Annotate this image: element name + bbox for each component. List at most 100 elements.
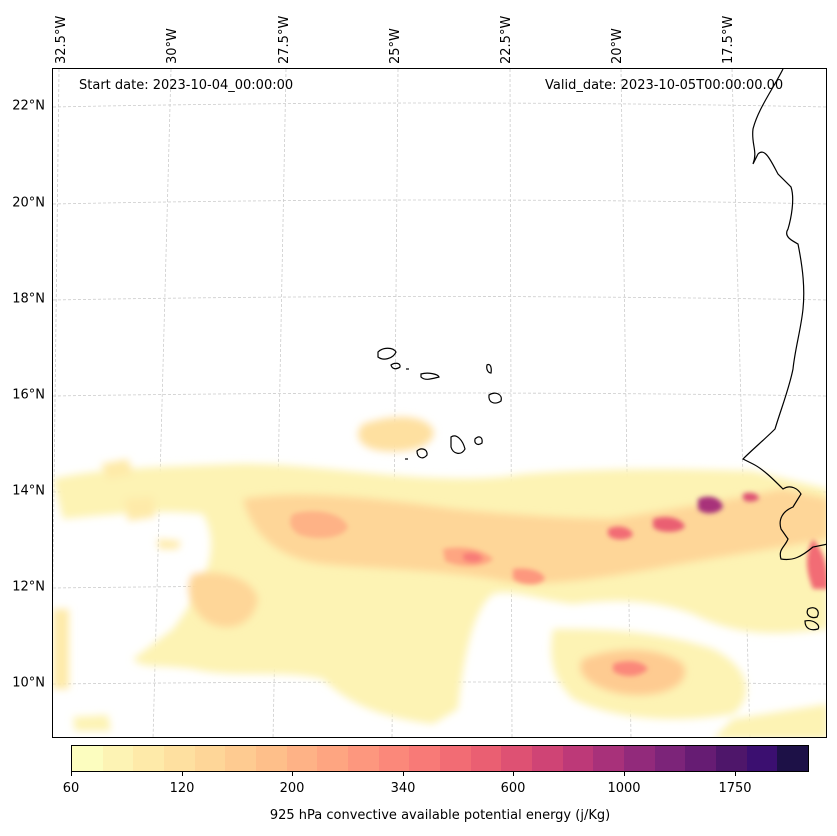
cape-verde-santiago [450,435,466,454]
colorbar-segment [133,746,165,771]
coastlines [377,69,826,631]
colorbar-segment [562,746,594,771]
cape-patch-se [715,704,826,737]
colorbar-tickmark [71,772,72,776]
gridline-32-5w [53,69,60,606]
colorbar-tick-1000: 1000 [607,781,641,796]
gridline-20w [620,69,632,737]
cape-patch-sw [73,715,111,731]
gridline-17-5w [731,69,751,737]
cape-verde-maio [474,436,483,445]
colorbar-label: 925 hPa convective available potential e… [269,808,611,823]
colorbar-segment [501,746,533,771]
lat-label-20n: 20°N [12,195,45,211]
lat-label-12n: 12°N [12,579,45,595]
lat-label-16n: 16°N [12,387,45,403]
africa-coastline [741,69,826,561]
colorbar-tickmark [624,772,625,776]
gridline-22-5w [509,69,513,737]
colorbar-segment [409,746,441,771]
cape-verde-boa-vista [488,392,502,404]
lon-label-22-5w: 22.5°W [499,15,514,64]
cape-core-1 [290,511,348,539]
colorbar-tickmark [735,772,736,776]
colorbar-segment [716,746,747,771]
cape-strip-west [53,609,69,689]
cape-verde-sao-vicente [390,362,401,370]
gridline-27-5w [272,69,287,737]
cape-patch-w3 [157,539,181,549]
colorbar-segment [348,746,379,771]
lat-label-10n: 10°N [12,675,45,691]
colorbar-tick-120: 120 [169,781,195,796]
gridline-20n [53,199,826,205]
cape-core-10 [613,661,648,676]
longitude-gridlines [53,69,751,737]
colorbar-segment [532,746,563,771]
colorbar-tick-200: 200 [279,781,305,796]
cape-verde-sao-nicolau [420,372,440,380]
cape-core-9 [807,539,826,589]
colorbar [71,745,809,772]
valid-date-label: Valid_date: 2023-10-05T00:00:00.00 [545,78,784,93]
cape-inner-1 [243,489,826,584]
cape-field [53,417,826,737]
lon-label-25w: 25°W [388,28,403,64]
gridline-30w [152,69,172,737]
colorbar-segment [777,746,809,771]
bijagos-islands [804,607,820,631]
colorbar-segment [470,746,502,771]
colorbar-segment [654,746,686,771]
colorbar-segment [746,746,778,771]
cape-patch-w2 [125,497,155,521]
colorbar-tickmark [403,772,404,776]
colorbar-segment [225,746,257,771]
colorbar-segment [194,746,226,771]
map-panel [52,68,827,738]
cape-core-7 [698,496,723,514]
colorbar-tickmark [292,772,293,776]
colorbar-segment [102,746,134,771]
lat-label-22n: 22°N [12,98,45,114]
lon-label-20w: 20°W [610,28,625,64]
gridline-22n [53,102,826,108]
lon-label-32-5w: 32.5°W [54,15,69,64]
colorbar-tick-1750: 1750 [718,781,752,796]
colorbar-segment [256,746,287,771]
colorbar-segment [685,746,717,771]
cape-core-5 [608,526,633,540]
lon-label-30w: 30°W [165,28,180,64]
lat-label-14n: 14°N [12,483,45,499]
cape-core-6 [653,516,685,532]
colorbar-segment [164,746,195,771]
cape-core-4 [513,568,545,585]
cape-core-3 [463,552,483,563]
colorbar-segment [440,746,471,771]
cape-verde-santo-antao [377,347,397,360]
colorbar-tickmark [513,772,514,776]
gridline-18n [53,296,826,301]
cape-inner-west [188,572,258,628]
colorbar-tickmark [182,772,183,776]
colorbar-segment [72,746,103,771]
colorbar-tick-600: 600 [500,781,526,796]
colorbar-segment [593,746,625,771]
gridline-16n [53,392,826,397]
cape-patch-islands [358,417,434,452]
cape-verde-fogo [416,448,428,459]
map-canvas [53,69,826,737]
lat-label-18n: 18°N [12,291,45,307]
colorbar-tick-60: 60 [62,781,80,796]
colorbar-segment [624,746,655,771]
colorbar-tick-340: 340 [390,781,416,796]
colorbar-segment [378,746,410,771]
gridline-25w [391,69,399,737]
cape-verde-sal [486,363,492,374]
cape-patch-nw [101,459,133,479]
lon-label-17-5w: 17.5°W [721,15,736,64]
lon-label-27-5w: 27.5°W [277,15,292,64]
cape-core-8 [743,492,759,502]
colorbar-segment [286,746,318,771]
start-date-label: Start date: 2023-10-04_00:00:00 [79,78,294,93]
colorbar-segment [317,746,349,771]
